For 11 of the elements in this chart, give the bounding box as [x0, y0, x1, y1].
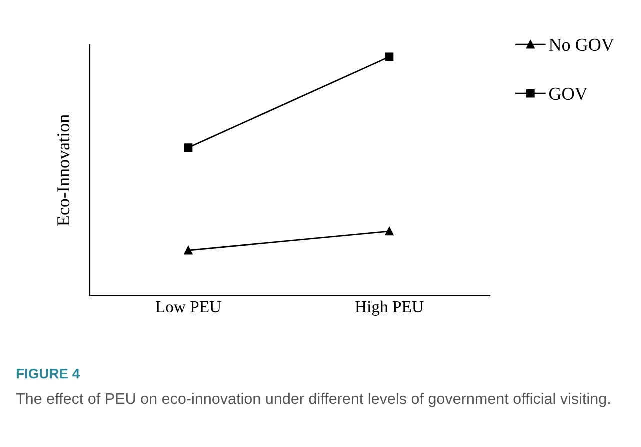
text: The effect of PEU on eco-innovation under different levels of government official visiting. [16, 393, 610, 408]
caption: FIGURE 4 [16, 368, 80, 379]
point [385, 52, 394, 62]
x-tick-label: Low PEU [156, 302, 222, 313]
point [184, 246, 193, 255]
point [385, 227, 394, 236]
legend-label: No GOV [549, 38, 614, 52]
x-tick-label: High PEU [355, 300, 424, 316]
legend-label: GOV [549, 88, 588, 100]
y-axis-title: Eco-Innovation [58, 114, 70, 226]
point [184, 144, 193, 152]
